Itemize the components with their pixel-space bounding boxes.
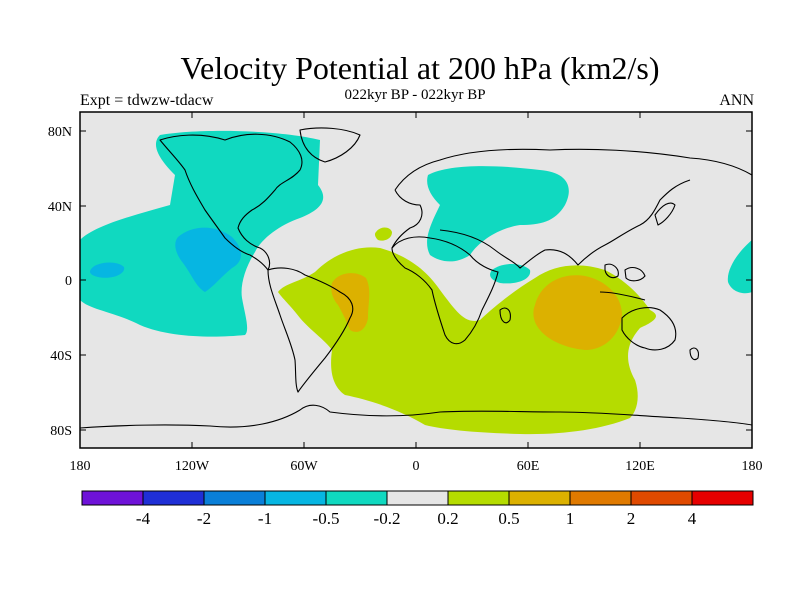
colorbar-label: -2 [197, 509, 211, 528]
colorbar-label: 1 [566, 509, 575, 528]
colorbar-label: 0.2 [437, 509, 458, 528]
x-tick-labels: 180 120W 60W 0 60E 120E 180 [70, 459, 763, 474]
colorbar-label: 0.5 [498, 509, 519, 528]
coast-africa [391, 236, 499, 345]
colorbar-label: 4 [688, 509, 697, 528]
coast-antarctica [80, 404, 752, 429]
colorbar-swatch [264, 490, 327, 506]
contour-neg-small-east-africa [490, 264, 531, 284]
y-tick-label: 80S [50, 424, 72, 439]
map-subtitle: 022kyr BP - 022kyr BP [344, 87, 486, 103]
x-axis [79, 112, 753, 448]
map-title: Velocity Potential at 200 hPa (km2/s) [180, 50, 660, 86]
colorbar-label: -1 [258, 509, 272, 528]
x-tick-label: 120W [175, 459, 210, 474]
colorbar-swatch [325, 490, 388, 506]
colorbar-swatch [691, 490, 754, 506]
x-tick-label: 0 [413, 459, 420, 474]
coast-southeast-asia [599, 263, 646, 301]
contour-pos-indian-ocean [533, 275, 622, 350]
colorbar-swatch [447, 490, 510, 506]
x-tick-label: 180 [70, 459, 91, 474]
colorbar-label: -0.5 [313, 509, 340, 528]
colorbar-swatch [81, 490, 144, 506]
coast-australia [621, 307, 677, 351]
contour-neg-pacific-spot [90, 262, 125, 278]
contour-neg-eurasia [427, 166, 569, 262]
coast-eurasia [391, 148, 752, 269]
contour-neg-mexico [175, 227, 242, 292]
colorbar-swatch [142, 490, 205, 506]
colorbar-label: -4 [136, 509, 151, 528]
y-tick-labels: 80N 40N 0 40S 80S [48, 125, 72, 439]
colorbar-label: -0.2 [374, 509, 401, 528]
colorbar-swatch [508, 490, 571, 506]
colorbar-label: 2 [627, 509, 636, 528]
y-axis [80, 130, 752, 431]
x-tick-label: 60W [290, 459, 318, 474]
colorbar-swatch [386, 490, 449, 506]
contour-pos-small-atlantic [374, 227, 392, 241]
contour-pos-brazil [331, 273, 370, 332]
colorbar-swatch [630, 490, 693, 506]
coastlines [80, 127, 752, 429]
colorbar [81, 490, 754, 506]
x-tick-label: 180 [742, 459, 763, 474]
coast-south-america [267, 267, 354, 393]
contour-neg-east-edge [727, 240, 752, 294]
contour-fills [80, 130, 752, 435]
x-tick-label: 120E [625, 459, 655, 474]
x-tick-label: 60E [517, 459, 540, 474]
y-tick-label: 40S [50, 349, 72, 364]
y-tick-label: 80N [48, 125, 72, 140]
coast-new-zealand [689, 347, 699, 361]
season-label: ANN [719, 92, 754, 109]
y-tick-label: 0 [65, 274, 72, 289]
coast-madagascar [499, 307, 511, 324]
experiment-label: Expt = tdwzw-tdacw [80, 92, 214, 109]
y-tick-label: 40N [48, 200, 72, 215]
colorbar-labels: -4 -2 -1 -0.5 -0.2 0.2 0.5 1 2 4 [136, 509, 697, 528]
coast-greenland [299, 127, 361, 163]
colorbar-swatch [569, 490, 632, 506]
coast-japan [654, 202, 676, 226]
coast-north-america [159, 133, 303, 271]
colorbar-swatch [203, 490, 266, 506]
